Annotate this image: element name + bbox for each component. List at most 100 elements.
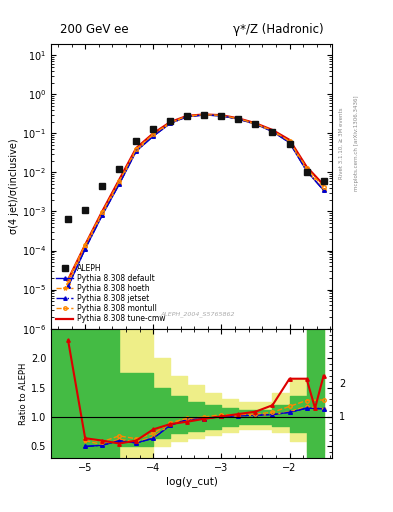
Pythia 8.308 montull bbox=[287, 138, 292, 144]
Pythia 8.308 montull bbox=[117, 178, 121, 184]
Pythia 8.308 default bbox=[185, 114, 190, 120]
Pythia 8.308 montull bbox=[253, 120, 258, 126]
Pythia 8.308 tune-cmw bbox=[253, 120, 258, 126]
ALEPH bbox=[185, 113, 190, 119]
Pythia 8.308 jetset bbox=[134, 148, 139, 154]
Pythia 8.308 default bbox=[100, 212, 105, 218]
Text: 2: 2 bbox=[339, 379, 345, 389]
Line: Pythia 8.308 default: Pythia 8.308 default bbox=[66, 113, 325, 288]
Pythia 8.308 tune-cmw bbox=[321, 182, 326, 188]
Pythia 8.308 tune-cmw bbox=[236, 115, 241, 121]
Text: Rivet 3.1.10, ≥ 3M events: Rivet 3.1.10, ≥ 3M events bbox=[339, 108, 344, 179]
Pythia 8.308 default bbox=[134, 148, 139, 154]
Pythia 8.308 jetset bbox=[236, 116, 241, 122]
Pythia 8.308 montull bbox=[202, 112, 207, 118]
Line: Pythia 8.308 montull: Pythia 8.308 montull bbox=[66, 113, 325, 282]
Pythia 8.308 default bbox=[321, 187, 326, 194]
Pythia 8.308 tune-cmw bbox=[134, 145, 139, 151]
Text: mcplots.cern.ch [arXiv:1306.3436]: mcplots.cern.ch [arXiv:1306.3436] bbox=[354, 96, 359, 191]
ALEPH bbox=[219, 113, 224, 119]
Pythia 8.308 montull bbox=[219, 112, 224, 118]
ALEPH bbox=[253, 121, 258, 127]
Pythia 8.308 default bbox=[151, 133, 156, 139]
Pythia 8.308 jetset bbox=[270, 129, 275, 135]
Pythia 8.308 tune-cmw bbox=[168, 119, 173, 125]
Pythia 8.308 hoeth bbox=[287, 139, 292, 145]
Pythia 8.308 tune-cmw bbox=[83, 242, 88, 248]
ALEPH bbox=[287, 140, 292, 146]
Pythia 8.308 default bbox=[287, 140, 292, 146]
ALEPH bbox=[151, 126, 156, 132]
Pythia 8.308 jetset bbox=[117, 181, 121, 187]
Line: ALEPH: ALEPH bbox=[65, 112, 326, 222]
Pythia 8.308 hoeth bbox=[134, 147, 139, 154]
Pythia 8.308 tune-cmw bbox=[151, 131, 156, 137]
Pythia 8.308 jetset bbox=[219, 113, 224, 119]
Pythia 8.308 montull bbox=[168, 119, 173, 125]
Pythia 8.308 jetset bbox=[321, 187, 326, 194]
Pythia 8.308 hoeth bbox=[236, 116, 241, 122]
Pythia 8.308 hoeth bbox=[185, 113, 190, 119]
Pythia 8.308 default bbox=[236, 116, 241, 122]
Pythia 8.308 montull bbox=[83, 242, 88, 248]
Pythia 8.308 hoeth bbox=[321, 187, 326, 193]
Pythia 8.308 jetset bbox=[83, 246, 88, 252]
Text: 1: 1 bbox=[339, 412, 345, 422]
Pythia 8.308 default bbox=[66, 284, 70, 290]
Pythia 8.308 hoeth bbox=[83, 244, 88, 250]
Pythia 8.308 tune-cmw bbox=[66, 276, 70, 283]
Pythia 8.308 tune-cmw bbox=[185, 113, 190, 119]
Pythia 8.308 default bbox=[117, 181, 121, 187]
ALEPH bbox=[304, 169, 309, 176]
ALEPH bbox=[321, 178, 326, 184]
Pythia 8.308 jetset bbox=[100, 212, 105, 218]
Pythia 8.308 hoeth bbox=[253, 121, 258, 127]
ALEPH bbox=[202, 112, 207, 118]
Pythia 8.308 montull bbox=[151, 131, 156, 137]
Pythia 8.308 jetset bbox=[202, 112, 207, 118]
Pythia 8.308 montull bbox=[134, 146, 139, 152]
Line: Pythia 8.308 hoeth: Pythia 8.308 hoeth bbox=[66, 113, 326, 286]
Text: ALEPH_2004_S5765862: ALEPH_2004_S5765862 bbox=[160, 311, 235, 317]
Pythia 8.308 jetset bbox=[253, 121, 258, 127]
Pythia 8.308 jetset bbox=[66, 284, 70, 290]
Text: γ*/Z (Hadronic): γ*/Z (Hadronic) bbox=[233, 24, 324, 36]
Pythia 8.308 jetset bbox=[185, 114, 190, 120]
Pythia 8.308 tune-cmw bbox=[100, 208, 105, 215]
Pythia 8.308 montull bbox=[270, 127, 275, 134]
ALEPH bbox=[100, 183, 105, 189]
X-axis label: log(y_cut): log(y_cut) bbox=[166, 476, 217, 487]
Pythia 8.308 jetset bbox=[151, 133, 156, 139]
Pythia 8.308 jetset bbox=[304, 168, 309, 174]
ALEPH bbox=[134, 138, 139, 144]
Pythia 8.308 hoeth bbox=[117, 180, 121, 186]
Pythia 8.308 hoeth bbox=[304, 167, 309, 173]
Pythia 8.308 montull bbox=[66, 276, 70, 283]
Pythia 8.308 tune-cmw bbox=[304, 164, 309, 170]
Pythia 8.308 hoeth bbox=[66, 281, 70, 287]
Pythia 8.308 jetset bbox=[168, 120, 173, 126]
Pythia 8.308 montull bbox=[304, 165, 309, 171]
ALEPH bbox=[83, 207, 88, 213]
Pythia 8.308 default bbox=[219, 113, 224, 119]
Line: Pythia 8.308 tune-cmw: Pythia 8.308 tune-cmw bbox=[68, 115, 323, 280]
Pythia 8.308 hoeth bbox=[270, 128, 275, 134]
Line: Pythia 8.308 jetset: Pythia 8.308 jetset bbox=[66, 113, 325, 288]
ALEPH bbox=[66, 216, 70, 222]
Pythia 8.308 hoeth bbox=[202, 112, 207, 118]
ALEPH bbox=[117, 166, 121, 173]
Pythia 8.308 montull bbox=[321, 184, 326, 190]
Y-axis label: Ratio to ALEPH: Ratio to ALEPH bbox=[19, 362, 28, 424]
Pythia 8.308 jetset bbox=[287, 140, 292, 146]
Pythia 8.308 hoeth bbox=[168, 120, 173, 126]
ALEPH bbox=[270, 129, 275, 135]
Legend: ALEPH, Pythia 8.308 default, Pythia 8.308 hoeth, Pythia 8.308 jetset, Pythia 8.3: ALEPH, Pythia 8.308 default, Pythia 8.30… bbox=[55, 262, 167, 325]
Y-axis label: σ(4 jet)/σ(inclusive): σ(4 jet)/σ(inclusive) bbox=[9, 138, 19, 234]
Pythia 8.308 default bbox=[83, 246, 88, 252]
Pythia 8.308 montull bbox=[236, 116, 241, 122]
Pythia 8.308 tune-cmw bbox=[117, 177, 121, 183]
Pythia 8.308 default bbox=[253, 121, 258, 127]
ALEPH bbox=[168, 118, 173, 124]
Pythia 8.308 default bbox=[304, 168, 309, 174]
Pythia 8.308 tune-cmw bbox=[287, 137, 292, 143]
